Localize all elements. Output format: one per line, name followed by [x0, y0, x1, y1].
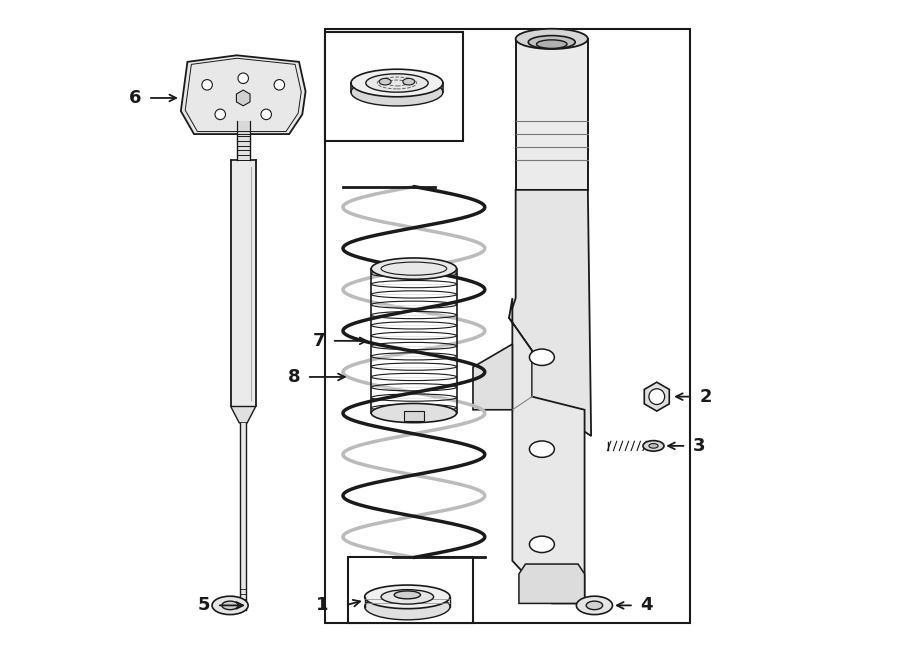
Text: 3: 3 [693, 437, 706, 455]
Circle shape [649, 389, 665, 404]
Ellipse shape [529, 349, 554, 365]
Ellipse shape [351, 78, 443, 106]
Ellipse shape [381, 590, 434, 604]
Ellipse shape [364, 594, 450, 620]
Polygon shape [519, 564, 585, 604]
Text: 6: 6 [129, 89, 141, 107]
Ellipse shape [364, 585, 450, 608]
Text: 7: 7 [313, 332, 325, 350]
Ellipse shape [365, 73, 428, 92]
Text: 2: 2 [699, 388, 712, 406]
Polygon shape [473, 344, 512, 410]
Ellipse shape [576, 596, 613, 614]
Text: 5: 5 [198, 596, 211, 614]
Bar [325, 29, 689, 623]
Ellipse shape [529, 441, 554, 457]
Bar [348, 557, 473, 623]
Ellipse shape [403, 78, 415, 85]
Polygon shape [237, 90, 250, 106]
Bar [230, 160, 256, 406]
Polygon shape [644, 382, 670, 411]
Ellipse shape [536, 40, 567, 48]
Bar [325, 32, 464, 140]
Ellipse shape [212, 596, 248, 614]
Ellipse shape [371, 258, 456, 279]
Polygon shape [509, 190, 591, 436]
Ellipse shape [586, 601, 603, 610]
Ellipse shape [649, 444, 658, 448]
Ellipse shape [371, 403, 456, 422]
Polygon shape [181, 56, 306, 134]
Text: 1: 1 [316, 596, 328, 614]
Ellipse shape [643, 441, 664, 451]
Ellipse shape [222, 601, 239, 610]
Ellipse shape [528, 36, 575, 49]
Ellipse shape [394, 591, 420, 599]
Ellipse shape [379, 78, 392, 85]
Ellipse shape [529, 536, 554, 553]
Ellipse shape [516, 28, 588, 49]
Text: 8: 8 [288, 368, 301, 386]
Circle shape [274, 79, 284, 90]
Circle shape [238, 73, 248, 83]
Polygon shape [509, 298, 585, 604]
Circle shape [202, 79, 212, 90]
Text: 4: 4 [641, 596, 652, 614]
Polygon shape [230, 406, 256, 423]
Circle shape [215, 109, 226, 120]
Circle shape [261, 109, 272, 120]
Ellipse shape [351, 70, 443, 97]
Bar [404, 411, 424, 421]
